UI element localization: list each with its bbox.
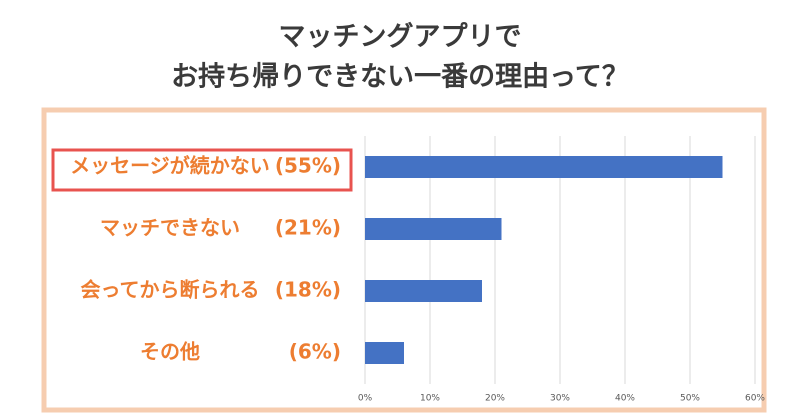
category-label: その他 xyxy=(140,340,200,364)
value-label: (21%) xyxy=(275,216,341,240)
frame xyxy=(41,107,767,413)
value-label: (18%) xyxy=(275,278,341,302)
x-tick-label: 30% xyxy=(550,394,570,404)
bar xyxy=(365,218,502,240)
chart-title: お持ち帰りできない一番の理由って？ xyxy=(171,62,629,93)
category-label: メッセージが続かない xyxy=(70,154,270,178)
x-tick-label: 20% xyxy=(485,394,505,404)
category-label: マッチできない xyxy=(100,216,240,240)
value-label: (6%) xyxy=(289,340,341,364)
x-tick-label: 10% xyxy=(420,394,440,404)
x-tick-label: 0% xyxy=(358,394,373,404)
bar xyxy=(365,342,404,364)
chart-title: マッチングアプリで xyxy=(279,21,522,53)
value-label: (55%) xyxy=(275,154,341,178)
highlight-box xyxy=(51,148,353,192)
x-tick-label: 40% xyxy=(615,394,635,404)
category-label: 会ってから断られる xyxy=(81,278,260,302)
bar xyxy=(365,156,723,178)
x-tick-label: 60% xyxy=(745,394,765,404)
bar xyxy=(365,280,482,302)
x-tick-label: 50% xyxy=(680,394,700,404)
